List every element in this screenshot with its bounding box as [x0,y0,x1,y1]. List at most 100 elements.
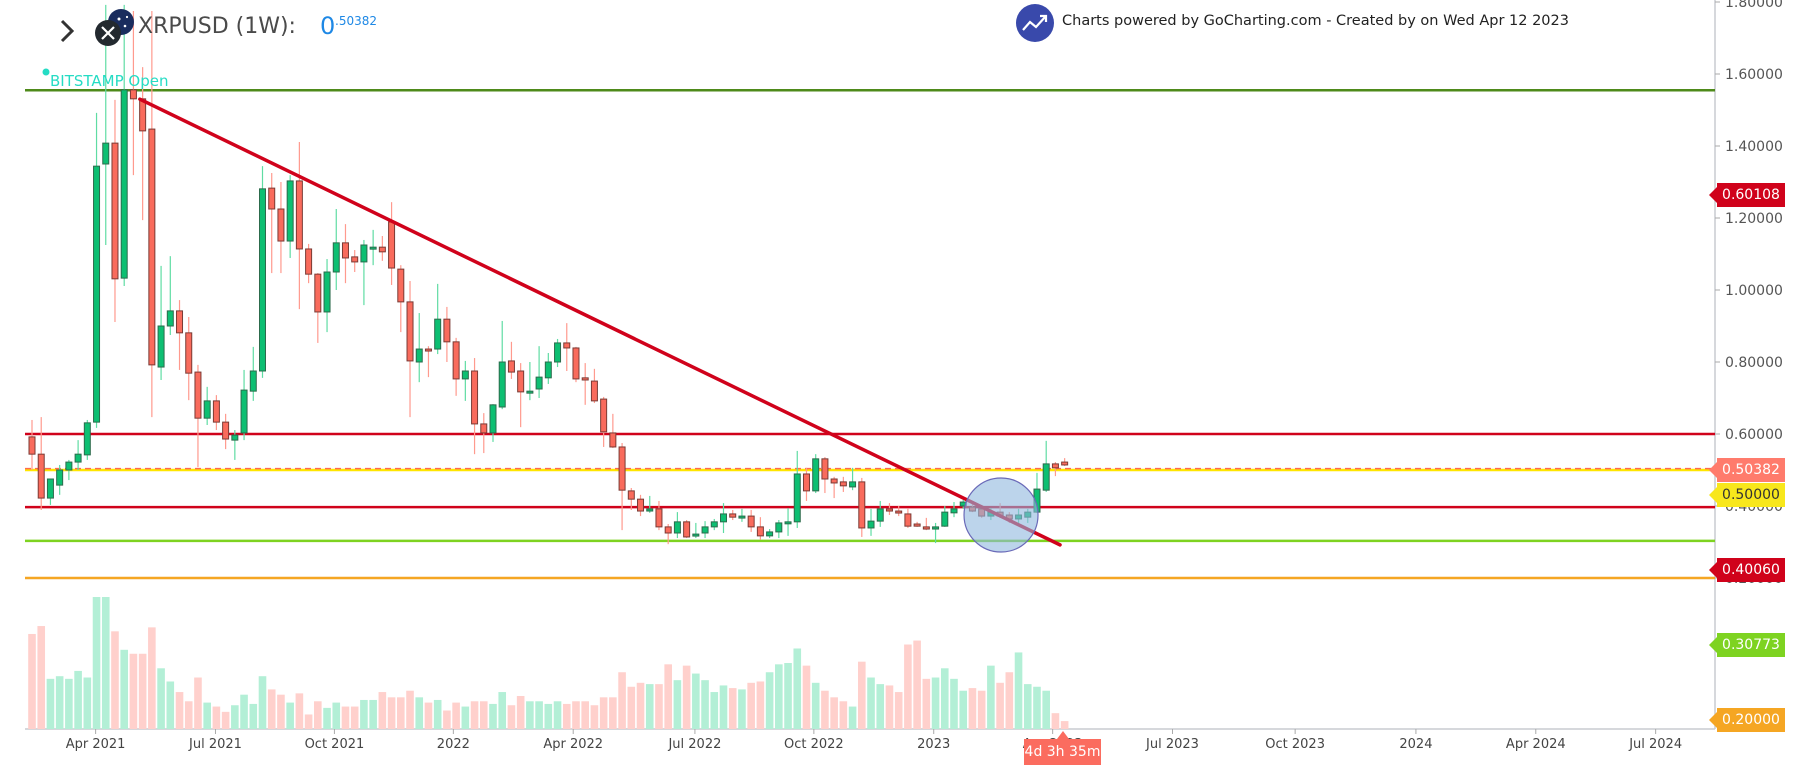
volume-bar [719,685,728,729]
volume-bar [65,678,73,729]
candle-body [203,400,211,419]
x-tick-label: Jul 2023 [1145,737,1199,752]
candle [249,346,257,401]
candle-body [157,325,165,368]
candle-body [572,347,580,380]
volume-bar [931,677,940,729]
candle [341,224,349,284]
volume-bar [194,677,202,729]
candle [895,506,903,517]
candle [913,521,921,527]
candle-body [590,380,598,402]
volume-bar [738,689,746,729]
candle [277,182,285,274]
candle [166,256,174,335]
candle [240,369,248,441]
volume-bar [867,677,875,729]
candle-body [563,342,571,349]
volume-bar [959,690,968,729]
candle-body [332,242,340,273]
candle-body [950,508,958,514]
volume-bar [1033,686,1041,729]
volume-bar [148,627,156,729]
x-tick-label: Apr 2024 [1506,737,1566,752]
volume-bar [581,701,589,729]
candle-body [904,513,912,527]
candle [646,495,654,513]
candle [664,524,672,545]
candle [461,360,469,401]
candle-body [885,508,893,512]
volume-bar [1005,672,1014,729]
volume-bar [922,678,931,729]
candle [793,450,801,528]
volume-bar [535,701,543,729]
candle [692,522,700,539]
candle-body [65,461,73,471]
candle [507,341,515,379]
gocharting-logo-icon [1016,4,1054,42]
volume-bar [618,672,626,729]
candle-body [720,513,727,523]
candle-body [74,453,82,463]
candle-body [129,89,137,100]
x-tick-label: 2022 [437,737,470,752]
candle [203,386,211,425]
volume-bar [858,661,866,729]
candle-body [637,498,645,512]
volume-bar [92,597,101,729]
volume-bar [996,682,1004,729]
candle [618,443,626,531]
candle [766,529,774,539]
volume-bar [765,672,774,729]
volume-bar [397,697,405,729]
candle-body [314,273,322,313]
candle [600,396,608,447]
volume-bar [28,633,36,729]
candle [157,265,165,380]
x-tick-label: 2023 [917,737,950,752]
candle-body [655,508,663,528]
candle-body [729,513,737,518]
candle-body [867,520,875,529]
candle [609,413,617,449]
exchange-label[interactable]: BITSTAMP Open [50,72,169,90]
candle [378,236,386,261]
candle-body [683,521,691,538]
candle [1061,458,1069,467]
y-tick-label: 0.60000 [1725,427,1783,443]
volume-bar [55,676,64,729]
volume-bar [433,699,442,729]
candle-body [268,187,276,210]
candle [406,281,414,418]
volume-bar [802,665,811,729]
last-price-fraction: .50382 [335,14,377,28]
candle [360,239,368,306]
candle-body [489,404,497,434]
volume-bar [378,692,387,729]
volume-bar [821,690,829,729]
candle [673,512,681,539]
candle-body [323,271,331,313]
candle [305,243,313,284]
candle [747,509,755,532]
y-tick-label: 1.00000 [1725,283,1783,299]
candle [1042,440,1050,492]
candle [443,306,451,362]
volume-bar [572,701,580,729]
candle [802,467,810,501]
volume-bar [1042,690,1050,729]
candle [581,363,589,405]
candle [710,518,718,531]
candle [922,517,930,531]
y-tick-label: 0.80000 [1725,355,1783,371]
volume-bar [129,653,138,729]
volume-bar [526,701,534,729]
volume-bar [221,711,230,729]
candle [480,413,488,454]
candle [932,522,940,544]
volume-bar [1051,713,1060,729]
chevron-right-icon[interactable] [58,18,76,44]
candle-body [305,248,313,275]
